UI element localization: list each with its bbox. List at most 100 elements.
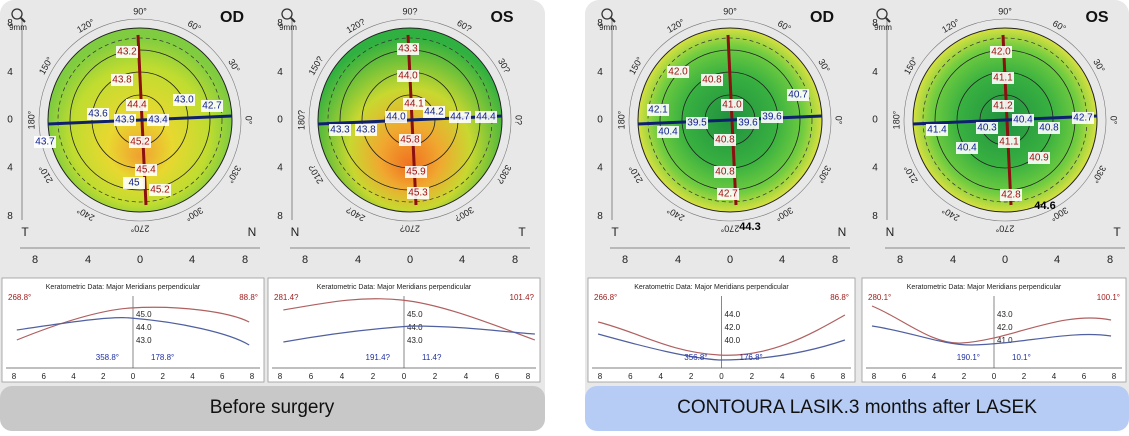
reading: 43.8 [356,125,376,136]
graph-label: 100.1° [1097,293,1120,302]
zoom-icon [610,17,616,23]
angle-label: 0° [834,116,844,125]
reading-box [397,43,419,55]
x-tick-label: 0 [131,372,136,381]
scale-label: 9mm [599,23,617,32]
reading: 43.2 [117,47,137,58]
x-tick-label: 6 [220,372,225,381]
rim [903,18,1107,222]
curve [871,325,1112,346]
reading: 41.2 [993,101,1013,112]
x-tick-label: 6 [495,372,500,381]
y-tick-label: 4 [597,162,603,173]
zoom-icon [601,8,613,20]
reading: 40.4 [658,127,678,138]
x-tick-label: 2 [1022,372,1027,381]
angle-label: 90? [402,6,417,16]
scale-label: 9mm [874,23,892,32]
reading-box [399,134,421,146]
zoom-icon [885,17,891,23]
reading-box [926,124,948,136]
scale-label: 9mm [279,23,297,32]
y-tick-label: 8 [597,211,603,222]
x-tick-label: 6 [810,372,815,381]
side-label: T [518,225,526,239]
reading: 45.4 [136,165,156,176]
graph-label: 191.4? [366,353,391,362]
reading: 45 [128,178,140,189]
x-tick-label: 4 [932,372,937,381]
x-tick-label: 8 [832,254,838,266]
y-tick-label: 0 [277,115,283,126]
y-tick-label: 43.0 [136,336,152,345]
x-tick-label: 8 [897,254,903,266]
side-label: T [21,225,29,239]
y-tick-label: 4 [277,67,283,78]
graph-title: Keratometric Data: Major Meridians perpe… [317,284,472,291]
angle-label: 0° [1109,116,1119,125]
y-tick-label: 8 [7,211,13,222]
caption-bar [585,386,1129,431]
x-tick-label: 8 [302,254,308,266]
reading: 44.4 [476,112,496,123]
reading-box [114,114,136,126]
reading: 39.6 [738,118,758,129]
graph-title: Keratometric Data: Major Meridians perpe… [46,284,201,291]
y-tick-label: 40.0 [725,336,741,345]
reading-box [173,94,195,106]
reading: 40.7 [788,90,808,101]
side-label: N [248,225,257,239]
reading-box [701,74,723,86]
graph-label: 266.8° [594,293,617,302]
reading-box [992,100,1014,112]
side-label: T [611,225,619,239]
x-tick-label: 4 [340,372,345,381]
reading-box [87,108,109,120]
graph-label: 358.8° [96,353,119,362]
curve [283,298,536,341]
reading: 43.6 [88,109,108,120]
angle-label: 180° [891,110,901,129]
zoom-icon [11,8,23,20]
x-tick-label: 2 [101,372,106,381]
x-tick-label: 2 [433,372,438,381]
reading: 43.4 [148,115,168,126]
reading: 44.0 [398,71,418,82]
x-tick-label: 2 [371,372,376,381]
curve [871,305,1112,344]
y-tick-label: 4 [7,162,13,173]
reading-box [147,114,169,126]
reading-box [990,46,1012,58]
x-tick-label: 6 [1082,372,1087,381]
x-tick-label: 8 [872,372,877,381]
reading-box [1012,114,1034,126]
y-tick-label: 41.0 [997,336,1013,345]
graph-label: 101.4? [510,293,535,302]
reading-box [1038,122,1060,134]
reading-box [1000,189,1022,201]
zoom-icon [20,17,26,23]
x-tick-label: 4 [675,254,681,266]
reading-box [149,184,171,196]
reading: 44.4 [127,100,147,111]
y-tick-label: 45.0 [136,310,152,319]
angle-label: 180° [616,110,626,129]
reading: 41.1 [993,73,1013,84]
meridian [47,114,233,126]
x-tick-label: 4 [355,254,361,266]
curve [16,317,250,346]
x-tick-label: 4 [780,372,785,381]
y-tick-label: 4 [872,67,878,78]
reading: 42.8 [1001,190,1021,201]
reading-box [717,188,739,200]
reading: 41.4 [927,125,947,136]
reading: 41.1 [999,137,1019,148]
x-tick-label: 8 [1107,254,1113,266]
y-tick-label: 44.0 [725,310,741,319]
x-tick-label: 8 [250,372,255,381]
reading-box [667,66,689,78]
curve [597,333,846,361]
x-tick-label: 4 [779,254,785,266]
y-tick-label: 8 [277,211,283,222]
x-tick-label: 6 [42,372,47,381]
